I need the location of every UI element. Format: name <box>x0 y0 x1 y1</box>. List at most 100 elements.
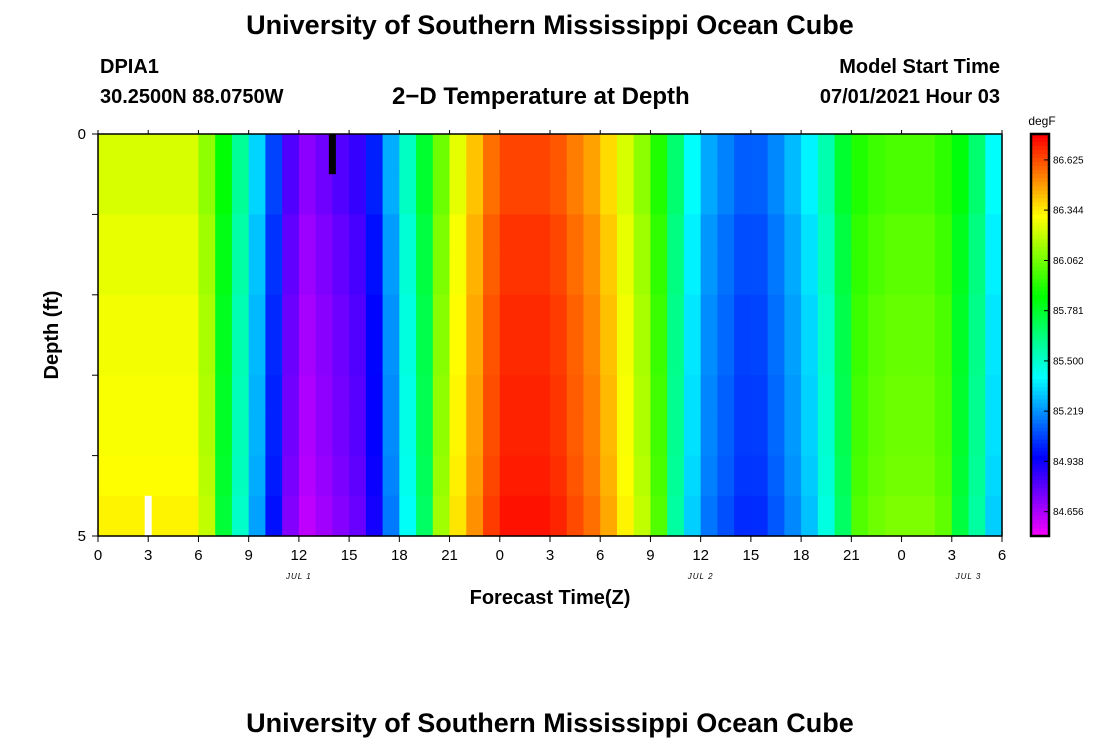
heatmap-cell <box>248 375 267 416</box>
colorbar-swatch <box>1031 335 1049 340</box>
colorbar-swatch <box>1031 431 1049 437</box>
heatmap-cell <box>349 455 367 497</box>
colorbar-swatch <box>1031 242 1049 248</box>
heatmap-cell <box>734 214 752 256</box>
heatmap-cell <box>516 254 534 296</box>
colorbar-swatch <box>1031 326 1049 332</box>
heatmap-cell <box>650 254 668 296</box>
heatmap-cell <box>282 495 300 537</box>
heatmap-cell <box>164 254 183 296</box>
heatmap-cell <box>449 415 467 457</box>
heatmap-cell <box>851 495 869 537</box>
heatmap-cell <box>901 415 919 457</box>
colorbar-swatch <box>1031 487 1049 493</box>
colorbar-swatch <box>1031 427 1049 433</box>
heatmap-cell <box>750 254 769 296</box>
heatmap-cell <box>399 174 417 215</box>
colorbar-swatch <box>1031 234 1049 240</box>
heatmap-cell <box>985 254 1003 296</box>
colorbar-swatch <box>1031 250 1049 256</box>
heatmap-cell <box>550 455 568 497</box>
colorbar-swatch <box>1031 459 1049 465</box>
colorbar-swatch <box>1031 166 1049 171</box>
heatmap-cell <box>868 294 886 336</box>
heatmap-cell <box>416 174 434 215</box>
heatmap-cell <box>499 294 518 336</box>
colorbar-swatch <box>1031 391 1049 396</box>
heatmap-cell <box>231 495 250 537</box>
heatmap-cell <box>382 415 400 457</box>
heatmap-cell <box>868 254 886 296</box>
heatmap-cell <box>215 254 233 296</box>
heatmap-cell <box>985 214 1003 256</box>
colorbar-swatch <box>1031 375 1049 380</box>
x-tick-label: 21 <box>441 547 458 564</box>
heatmap-cell <box>935 134 953 175</box>
heatmap-cell <box>734 174 752 215</box>
heatmap-cell <box>365 375 384 416</box>
heatmap-cell <box>700 214 719 256</box>
colorbar-swatch <box>1031 395 1049 400</box>
heatmap-cell <box>416 455 434 497</box>
heatmap-cell <box>148 335 166 376</box>
heatmap-cell <box>114 495 133 537</box>
heatmap-cell <box>951 375 970 416</box>
colorbar-swatch <box>1031 523 1049 529</box>
heatmap-cell <box>616 335 635 376</box>
colorbar-tick-label: 86.344 <box>1053 206 1084 217</box>
colorbar-swatch <box>1031 491 1049 497</box>
heatmap-cell <box>265 375 283 416</box>
heatmap-cell <box>198 375 216 416</box>
heatmap-cell <box>951 294 970 336</box>
heatmap-cell <box>181 415 200 457</box>
heatmap-cell <box>801 455 819 497</box>
heatmap-cell <box>365 134 384 175</box>
heatmap-cell <box>801 294 819 336</box>
heatmap-cell <box>265 335 283 376</box>
station-id: DPIA1 <box>100 56 159 78</box>
heatmap-cell <box>114 174 133 215</box>
heatmap-cell <box>98 375 116 416</box>
heatmap-cell <box>817 214 836 256</box>
x-tick-label: 21 <box>843 547 860 564</box>
colorbar-swatch <box>1031 435 1049 441</box>
heatmap-cell <box>767 495 785 537</box>
heatmap-cell <box>315 214 333 256</box>
heatmap-cell <box>533 455 551 497</box>
heatmap-cell <box>884 415 903 457</box>
heatmap-cell <box>483 174 501 215</box>
heatmap-cell <box>801 375 819 416</box>
colorbar-swatch <box>1031 294 1049 300</box>
heatmap-cell <box>399 134 417 175</box>
colorbar-swatch <box>1031 355 1049 360</box>
heatmap-cell <box>499 134 518 175</box>
heatmap-cell <box>282 134 300 175</box>
heatmap-cell <box>884 455 903 497</box>
heatmap-cell <box>834 214 852 256</box>
heatmap-cell <box>700 254 719 296</box>
heatmap-cell <box>349 174 367 215</box>
heatmap-cell <box>901 134 919 175</box>
colorbar-swatch <box>1031 150 1049 155</box>
heatmap-cell <box>248 455 267 497</box>
heatmap-cell <box>985 375 1003 416</box>
heatmap-cell <box>750 415 769 457</box>
heatmap-cell <box>349 254 367 296</box>
heatmap-cell <box>499 455 518 497</box>
heatmap-cell <box>717 214 735 256</box>
heatmap-cell <box>650 455 668 497</box>
heatmap-cell <box>801 214 819 256</box>
colorbar-swatch <box>1031 367 1049 372</box>
heatmap-cell <box>432 455 451 497</box>
x-tick-label: 3 <box>546 547 554 564</box>
heatmap-cell <box>181 134 200 175</box>
heatmap-cell <box>550 294 568 336</box>
heatmap-cell <box>198 294 216 336</box>
heatmap-cell <box>633 375 652 416</box>
colorbar-tick-label: 84.656 <box>1053 507 1084 518</box>
heatmap-cell <box>198 455 216 497</box>
heatmap-cell <box>817 294 836 336</box>
colorbar-swatch <box>1031 134 1049 139</box>
heatmap-cell <box>349 335 367 376</box>
heatmap-cell <box>633 455 652 497</box>
